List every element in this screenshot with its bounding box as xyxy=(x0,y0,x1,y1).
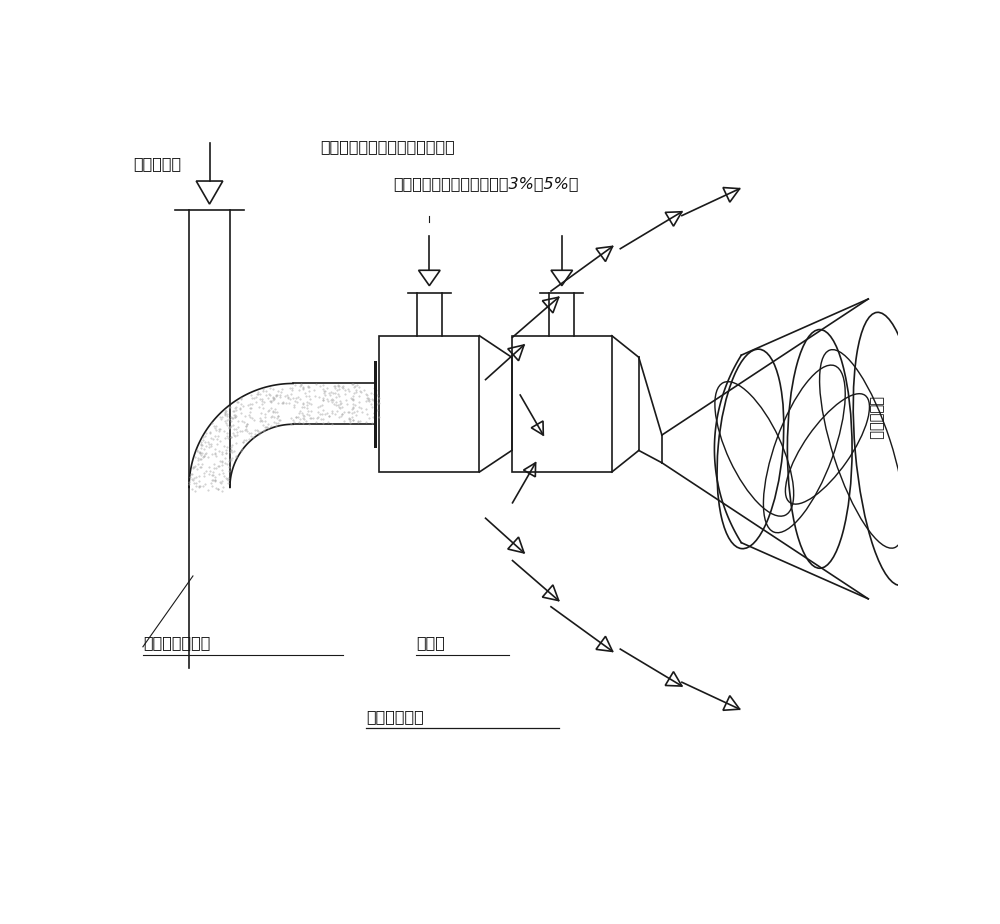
Bar xyxy=(379,335,479,472)
Text: 扩散式火焰流: 扩散式火焰流 xyxy=(366,709,424,723)
Text: 二次风（预热后新鲜零化空气）: 二次风（预热后新鲜零化空气） xyxy=(320,139,455,154)
Text: 火焰扩散角: 火焰扩散角 xyxy=(868,396,883,440)
Bar xyxy=(512,335,612,472)
Text: 一次送煤风: 一次送煤风 xyxy=(134,156,182,171)
Text: 煤粉浓淡分离器: 煤粉浓淡分离器 xyxy=(143,635,210,650)
Text: 负压区: 负压区 xyxy=(416,635,445,650)
Text: 三次风（循环烟气，含氧量3%～5%）: 三次风（循环烟气，含氧量3%～5%） xyxy=(393,176,579,191)
